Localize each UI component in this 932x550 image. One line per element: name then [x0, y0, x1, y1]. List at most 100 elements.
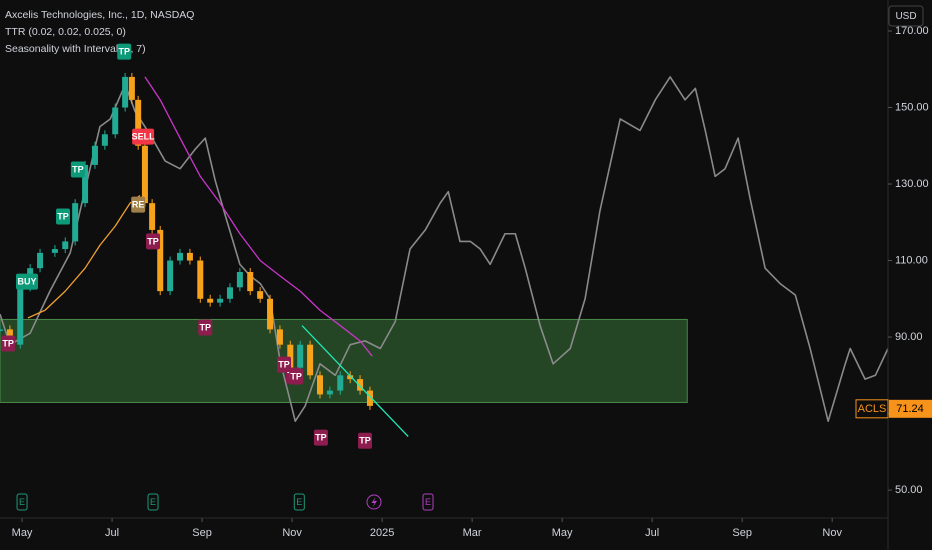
- y-tick-label: 170.00: [895, 25, 929, 37]
- candle: [337, 375, 344, 391]
- candle: [157, 229, 164, 292]
- candle: [226, 287, 233, 299]
- indicator-label: Seasonality with Interval (7, 7): [5, 43, 146, 55]
- plot-area: [0, 72, 889, 437]
- x-tick-label: Mar: [463, 527, 482, 539]
- earnings-label: E: [296, 497, 302, 507]
- signal-label: RE: [132, 200, 145, 210]
- line-3: [301, 325, 409, 437]
- x-tick-label: Sep: [732, 527, 752, 539]
- candle: [167, 260, 174, 292]
- candle: [276, 329, 283, 345]
- dividend-icon: [366, 494, 382, 510]
- signal-label: BUY: [17, 276, 36, 286]
- x-tick-label: Sep: [192, 527, 212, 539]
- candle: [149, 203, 156, 230]
- earnings-icon: [293, 493, 305, 511]
- x-tick-label: Nov: [822, 527, 842, 539]
- signal-label: TP: [290, 371, 302, 381]
- chart-title: Axcelis Technologies, Inc., 1D, NASDAQ: [5, 9, 194, 21]
- earnings-label: E: [425, 497, 431, 507]
- candle: [141, 145, 148, 204]
- signal-label: TP: [199, 322, 211, 332]
- candle: [257, 291, 264, 299]
- candle: [128, 76, 135, 100]
- currency-box[interactable]: [888, 5, 924, 27]
- signal-tag: [198, 319, 213, 336]
- candle: [366, 390, 373, 406]
- candle: [297, 344, 304, 368]
- candle: [347, 375, 354, 380]
- line-2: [27, 194, 141, 319]
- signal-tag: [117, 43, 132, 60]
- earnings-icon: [16, 493, 28, 511]
- earnings-label: E: [19, 497, 25, 507]
- signal-tag: [132, 128, 155, 145]
- candle: [0, 329, 3, 331]
- y-tick-label: 150.00: [895, 101, 929, 113]
- candle: [112, 107, 119, 135]
- earnings-icon: [422, 493, 434, 511]
- candle: [326, 390, 333, 395]
- candle: [287, 344, 294, 368]
- symbol-label: ACLS: [858, 403, 887, 415]
- y-tick-label: 130.00: [895, 178, 929, 190]
- candle: [91, 145, 98, 165]
- candle: [217, 298, 224, 303]
- signal-label: TP: [315, 433, 327, 443]
- y-tick-label: 90.00: [895, 331, 923, 343]
- x-tick-label: Jul: [105, 527, 119, 539]
- x-tick-label: Nov: [282, 527, 302, 539]
- candle: [135, 99, 142, 146]
- x-tick-label: Jul: [645, 527, 659, 539]
- candle: [122, 76, 129, 108]
- signal-label: TP: [278, 359, 290, 369]
- price-label: 71.24: [896, 403, 924, 415]
- signal-label: TP: [72, 164, 84, 174]
- signal-tag: [16, 273, 39, 290]
- signal-tag: [131, 196, 146, 213]
- candle: [307, 344, 314, 376]
- signal-tag: [146, 233, 161, 250]
- signal-label: TP: [57, 211, 69, 221]
- signal-label: SELL: [132, 131, 156, 141]
- currency[interactable]: USD: [895, 11, 916, 22]
- signal-tag: [358, 432, 373, 449]
- signal-label: TP: [359, 436, 371, 446]
- candle: [177, 252, 184, 261]
- candle: [207, 298, 214, 303]
- line-0: [0, 76, 889, 423]
- earnings-label: E: [150, 497, 156, 507]
- candle: [101, 134, 108, 146]
- candle: [357, 379, 364, 391]
- signal-label: TP: [118, 47, 130, 57]
- signal-tag: [56, 208, 71, 225]
- candle: [62, 241, 69, 250]
- x-tick-label: May: [552, 527, 573, 539]
- line-1: [144, 76, 373, 357]
- x-tick-label: 2025: [370, 527, 394, 539]
- x-tick-label: May: [12, 527, 33, 539]
- candle: [247, 272, 254, 292]
- y-tick-label: 50.00: [895, 484, 923, 496]
- candle: [17, 287, 24, 345]
- signal-tag: [313, 429, 328, 446]
- candle: [186, 252, 193, 261]
- candle: [72, 203, 79, 242]
- candle: [236, 272, 243, 288]
- indicator-label: TTR (0.02, 0.02, 0.025, 0): [5, 26, 126, 38]
- earnings-icon: [147, 493, 159, 511]
- candle: [82, 164, 89, 204]
- candle: [51, 249, 58, 253]
- price-tag: [889, 399, 932, 418]
- candle: [37, 252, 44, 269]
- symbol-tag: [855, 399, 889, 419]
- signal-tag: [1, 335, 16, 352]
- signal-tag: [289, 368, 304, 385]
- signal-tag: [70, 161, 85, 178]
- candle: [267, 298, 274, 330]
- signal-label: TP: [147, 236, 159, 246]
- support-zone: [0, 318, 688, 403]
